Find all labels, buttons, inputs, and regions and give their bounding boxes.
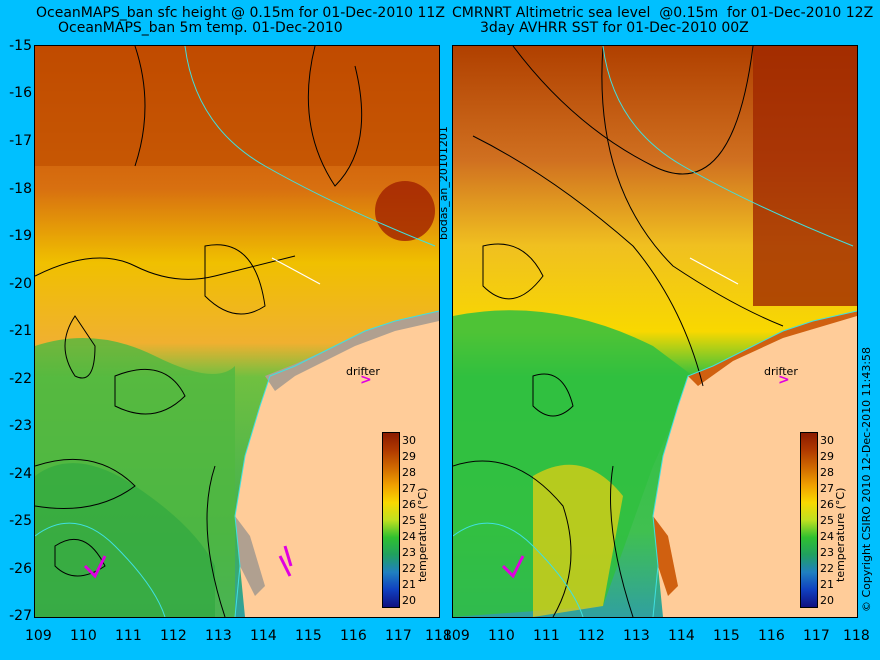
cbar-tick: 30 (820, 434, 834, 447)
x-tick: 114 (250, 628, 277, 644)
cbar-tick: 20 (820, 594, 834, 607)
x-tick: 117 (385, 628, 412, 644)
y-tick: -20 (9, 276, 32, 292)
y-tick: -22 (9, 371, 32, 387)
x-tick: 109 (25, 628, 52, 644)
left-map-title: OceanMAPS_ban sfc height @ 0.15m for 01-… (36, 6, 445, 36)
y-tick: -18 (9, 181, 32, 197)
cbar-tick: 24 (820, 530, 834, 543)
right-map-panel (452, 45, 858, 618)
x-tick: 112 (578, 628, 605, 644)
drifter-icon-right: > (778, 372, 790, 388)
left-map-svg (35, 46, 439, 617)
y-tick: -17 (9, 133, 32, 149)
x-tick: 113 (205, 628, 232, 644)
x-tick: 112 (160, 628, 187, 644)
x-tick: 116 (758, 628, 785, 644)
contours-right (453, 46, 784, 617)
colorbar-left (382, 432, 400, 608)
colorbar-right (800, 432, 818, 608)
right-title-line2: 3day AVHRR SST for 01-Dec-2010 00Z (480, 20, 749, 36)
y-tick: -25 (9, 513, 32, 529)
colorbar-left-title: temperature (°C) (416, 487, 429, 582)
x-tick: 113 (623, 628, 650, 644)
y-tick: -26 (9, 561, 32, 577)
left-title-line1: OceanMAPS_ban sfc height @ 0.15m for 01-… (36, 5, 445, 21)
y-tick: -27 (9, 608, 32, 624)
cbar-tick: 25 (820, 514, 834, 527)
cbar-tick: 26 (820, 498, 834, 511)
y-tick: -21 (9, 323, 32, 339)
y-tick: -19 (9, 228, 32, 244)
drifter-label-left: drifter (346, 365, 380, 378)
cbar-tick: 26 (402, 498, 416, 511)
cbar-tick: 27 (402, 482, 416, 495)
cbar-tick: 23 (820, 546, 834, 559)
drifter-label-right: drifter (764, 365, 798, 378)
left-map-panel (34, 45, 440, 618)
y-tick: -24 (9, 466, 32, 482)
cbar-tick: 23 (402, 546, 416, 559)
cbar-tick: 24 (402, 530, 416, 543)
right-map-svg (453, 46, 857, 617)
run-id-label: bodas_an_20101201 (437, 126, 450, 240)
cbar-tick: 21 (820, 578, 834, 591)
y-tick: -16 (9, 85, 32, 101)
x-tick: 115 (713, 628, 740, 644)
x-tick: 111 (115, 628, 142, 644)
cbar-tick: 29 (402, 450, 416, 463)
cbar-tick: 25 (402, 514, 416, 527)
cbar-tick: 20 (402, 594, 416, 607)
cbar-tick: 22 (820, 562, 834, 575)
y-tick: -23 (9, 418, 32, 434)
x-tick: 118 (843, 628, 870, 644)
right-map-title: CMRNRT Altimetric sea level @0.15m for 0… (452, 6, 873, 36)
cbar-tick: 27 (820, 482, 834, 495)
cbar-tick: 28 (820, 466, 834, 479)
coast-left (35, 46, 439, 617)
x-tick: 114 (668, 628, 695, 644)
cbar-tick: 30 (402, 434, 416, 447)
contours-left (35, 46, 363, 617)
x-tick: 110 (70, 628, 97, 644)
x-tick: 115 (295, 628, 322, 644)
x-tick: 116 (340, 628, 367, 644)
cbar-tick: 28 (402, 466, 416, 479)
x-tick: 117 (803, 628, 830, 644)
cbar-tick: 29 (820, 450, 834, 463)
cbar-tick: 21 (402, 578, 416, 591)
x-tick: 110 (488, 628, 515, 644)
x-tick: 118 (425, 628, 452, 644)
cbar-tick: 22 (402, 562, 416, 575)
left-title-line2: OceanMAPS_ban 5m temp. 01-Dec-2010 (58, 20, 343, 36)
right-title-line1: CMRNRT Altimetric sea level @0.15m for 0… (452, 5, 874, 21)
coast-right (453, 46, 857, 617)
colorbar-right-title: temperature (°C) (834, 487, 847, 582)
x-tick: 111 (533, 628, 560, 644)
copyright-label: © Copyright CSIRO 2010 12-Dec-2010 11:43… (860, 346, 873, 612)
y-tick: -15 (9, 38, 32, 54)
drifter-icon-left: > (360, 372, 372, 388)
x-tick: 109 (443, 628, 470, 644)
